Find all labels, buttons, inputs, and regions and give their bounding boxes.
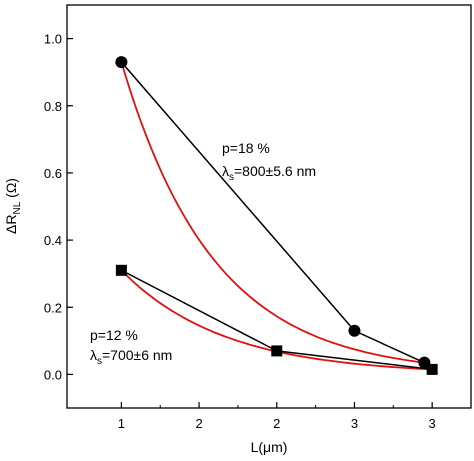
x-axis-label: L(μm) [251, 439, 288, 455]
x-tick-label: 1 [118, 416, 125, 431]
annotation-top-line1: p=18 % [222, 140, 270, 156]
annotation-top: p=18 % λs=800±5.6 nm [222, 140, 316, 183]
x-axis-ticks: 1 2 2 3 3 [118, 402, 436, 431]
x-tick-label: 3 [429, 416, 436, 431]
y-axis-ticks: 0.0 0.2 0.4 0.6 0.8 1.0 [44, 32, 73, 382]
data-point-square [426, 363, 438, 375]
annotation-bottom-line1: p=12 % [90, 327, 138, 343]
y-tick-label: 1.0 [44, 32, 62, 47]
annotation-bottom: p=12 % λs=700±6 nm [90, 327, 172, 367]
data-point-circle [115, 56, 128, 69]
plot-frame [66, 4, 472, 409]
y-axis-label: ΔRNL (Ω) [3, 178, 23, 234]
connecting-line-series-0 [120, 61, 425, 364]
data-point-square [115, 264, 127, 276]
series-layer [115, 56, 438, 375]
y-tick-label: 0.0 [44, 367, 62, 382]
y-tick-label: 0.4 [44, 233, 62, 248]
annotation-bottom-line2: λs=700±6 nm [90, 347, 172, 367]
y-tick-label: 0.8 [44, 99, 62, 114]
annotation-top-line2: λs=800±5.6 nm [222, 163, 316, 183]
x-tick-label: 2 [273, 416, 280, 431]
x-tick-label: 2 [195, 416, 202, 431]
y-tick-label: 0.2 [44, 300, 62, 315]
fit-curve-series-0 [120, 61, 425, 364]
y-tick-label: 0.6 [44, 166, 62, 181]
x-tick-label: 3 [351, 416, 358, 431]
data-point-square [271, 345, 283, 357]
data-point-circle [348, 324, 361, 337]
